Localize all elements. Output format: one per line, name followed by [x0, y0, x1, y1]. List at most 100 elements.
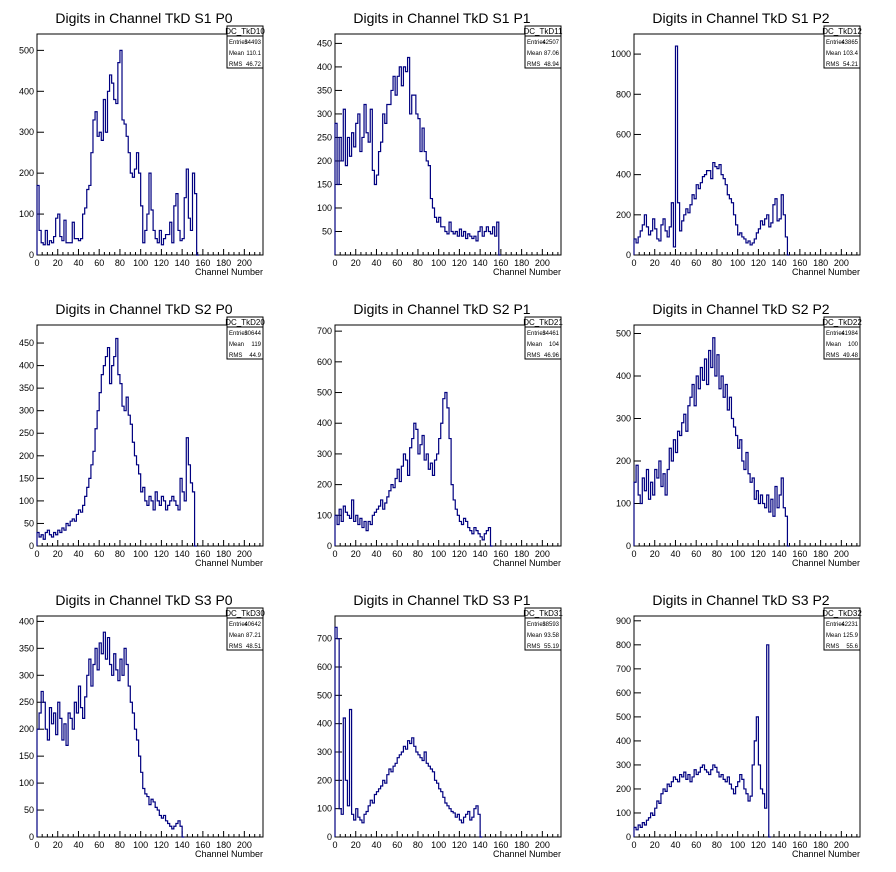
stats-value: 100 — [848, 342, 859, 348]
stats-value: 48.51 — [246, 644, 262, 650]
y-tick-label: 300 — [616, 414, 631, 424]
x-tick-label: 80 — [115, 840, 125, 850]
histogram-svg: Digits in Channel TkD S1 P1 0 20 40 60 80 100 1… — [317, 10, 563, 277]
histogram-svg: Digits in Channel TkD S2 P0 0 20 40 60 80 100 1… — [19, 301, 265, 568]
x-tick-label: 80 — [115, 258, 125, 268]
y-tick-label: 200 — [616, 784, 631, 794]
y-tick-label: 1000 — [611, 49, 631, 59]
stats-value: 87.21 — [246, 633, 262, 639]
histogram-series — [334, 391, 493, 547]
x-tick-label: 160 — [195, 549, 210, 559]
x-tick-label: 180 — [514, 258, 529, 268]
chart-title: Digits in Channel TkD S1 P2 — [652, 10, 829, 26]
y-tick-label: 250 — [317, 132, 332, 142]
stats-key: Mean — [527, 342, 542, 348]
x-axis-label: Channel Number — [792, 558, 860, 568]
x-tick-label: 160 — [792, 258, 807, 268]
x-tick-label: 80 — [712, 258, 722, 268]
x-tick-label: 140 — [175, 840, 190, 850]
y-tick-label: 300 — [19, 127, 34, 137]
y-tick-label: 0 — [626, 541, 631, 551]
x-tick-label: 40 — [371, 840, 381, 850]
histogram-svg: Digits in Channel TkD S3 P1 0 20 40 60 80 100 1… — [317, 592, 563, 859]
x-tick-label: 200 — [237, 258, 252, 268]
stats-key: Mean — [826, 633, 841, 639]
y-tick-label: 300 — [19, 406, 34, 416]
x-tick-label: 0 — [34, 258, 39, 268]
stats-value: 34461 — [542, 331, 559, 337]
y-tick-label: 300 — [317, 449, 332, 459]
plot-frame — [633, 33, 861, 256]
x-tick-label: 200 — [834, 840, 849, 850]
y-tick-label: 0 — [327, 541, 332, 551]
stats-value: 42231 — [841, 622, 858, 628]
stats-value: 49.48 — [843, 353, 859, 359]
x-tick-label: 160 — [792, 840, 807, 850]
y-tick-label: 600 — [317, 662, 332, 672]
y-tick-label: 50 — [24, 518, 34, 528]
plot-frame — [334, 324, 562, 547]
x-tick-label: 80 — [712, 549, 722, 559]
histogram-svg: Digits in Channel TkD S3 P0 0 20 40 60 80 100 1… — [19, 592, 265, 859]
x-tick-label: 180 — [216, 840, 231, 850]
plot-frame — [36, 324, 264, 547]
stats-name: DC_TkD31 — [523, 609, 563, 618]
histogram-series — [36, 49, 199, 256]
stats-key: RMS — [527, 62, 540, 68]
x-tick-label: 0 — [34, 549, 39, 559]
x-tick-label: 140 — [175, 258, 190, 268]
y-tick-label: 600 — [616, 688, 631, 698]
chart-title: Digits in Channel TkD S3 P2 — [652, 592, 829, 608]
histogram-svg: Digits in Channel TkD S2 P1 0 20 40 60 80 100 1… — [317, 301, 563, 568]
stats-value: 55.19 — [544, 644, 560, 650]
y-tick-label: 100 — [19, 209, 34, 219]
x-tick-label: 0 — [34, 840, 39, 850]
x-tick-label: 60 — [94, 549, 104, 559]
x-tick-label: 40 — [371, 258, 381, 268]
x-tick-label: 40 — [73, 258, 83, 268]
x-tick-label: 160 — [493, 549, 508, 559]
plot-frame — [633, 324, 861, 547]
y-tick-label: 450 — [19, 338, 34, 348]
y-tick-label: 800 — [616, 640, 631, 650]
x-tick-label: 200 — [834, 258, 849, 268]
stats-value: 55.6 — [846, 644, 858, 650]
x-tick-label: 60 — [691, 258, 701, 268]
stats-value: 43865 — [841, 40, 858, 46]
x-tick-label: 160 — [195, 258, 210, 268]
x-axis-label: Channel Number — [195, 849, 263, 859]
y-tick-label: 350 — [317, 85, 332, 95]
x-tick-label: 180 — [216, 258, 231, 268]
x-tick-label: 20 — [650, 549, 660, 559]
y-tick-label: 100 — [19, 496, 34, 506]
x-tick-label: 20 — [53, 840, 63, 850]
histogram-series — [633, 644, 771, 838]
chart-title: Digits in Channel TkD S3 P0 — [55, 592, 232, 608]
x-tick-label: 100 — [431, 258, 446, 268]
histogram-series — [334, 56, 501, 256]
y-tick-label: 200 — [616, 456, 631, 466]
y-tick-label: 300 — [317, 109, 332, 119]
x-axis-label: Channel Number — [195, 558, 263, 568]
x-tick-label: 80 — [115, 549, 125, 559]
stats-value: 30644 — [244, 331, 261, 337]
stats-key: RMS — [229, 353, 242, 359]
x-tick-label: 200 — [535, 258, 550, 268]
y-tick-label: 450 — [317, 38, 332, 48]
y-tick-label: 250 — [19, 428, 34, 438]
x-tick-label: 180 — [216, 549, 231, 559]
x-axis-label: Channel Number — [493, 849, 561, 859]
x-tick-label: 20 — [351, 840, 361, 850]
stats-name: DC_TkD30 — [225, 609, 265, 618]
histogram-series — [633, 45, 790, 256]
histogram-series — [334, 626, 483, 838]
stats-value: 48.94 — [544, 62, 560, 68]
y-tick-label: 800 — [616, 89, 631, 99]
x-tick-label: 20 — [351, 549, 361, 559]
chart-title: Digits in Channel TkD S2 P1 — [353, 301, 530, 317]
y-tick-label: 200 — [19, 451, 34, 461]
